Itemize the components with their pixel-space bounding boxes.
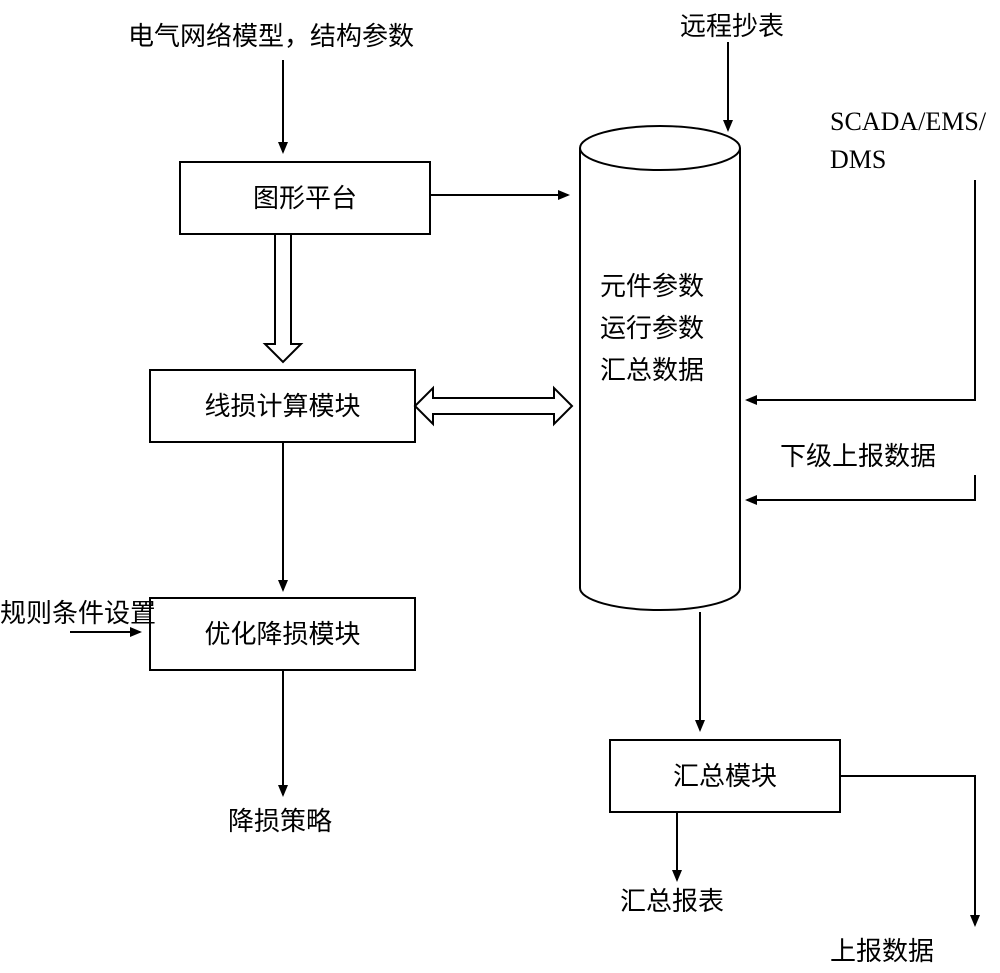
label-scada1: SCADA/EMS/	[830, 107, 987, 136]
arrow-solid-7	[747, 475, 975, 500]
graphics_platform-label: 图形平台	[253, 184, 357, 213]
label-rule_set: 规则条件设置	[0, 599, 156, 628]
arrow-open-1	[415, 388, 572, 424]
arrow-right-branch	[840, 776, 975, 925]
label-remote_meter: 远程抄表	[680, 12, 784, 41]
label-summary_report: 汇总报表	[620, 887, 724, 916]
label-scada2: DMS	[830, 145, 886, 174]
label-lower_report: 下级上报数据	[780, 442, 936, 471]
arrow-open-0	[265, 234, 301, 362]
optimize_module-label: 优化降损模块	[204, 620, 360, 649]
line_loss_calc-label: 线损计算模块	[204, 392, 360, 421]
label-report_data: 上报数据	[830, 937, 934, 966]
summary_module-label: 汇总模块	[673, 762, 777, 791]
database-top	[580, 126, 740, 170]
label-reduce_policy: 降损策略	[228, 807, 332, 836]
label-top_left: 电气网络模型，结构参数	[128, 22, 414, 51]
arrow-solid-6	[747, 180, 975, 400]
flowchart-canvas: 图形平台线损计算模块优化降损模块汇总模块 元件参数运行参数汇总数据 电气网络模型，结…	[0, 0, 1000, 973]
database-label-1: 运行参数	[600, 314, 704, 343]
database-label-0: 元件参数	[600, 272, 704, 301]
database-label-2: 汇总数据	[600, 356, 704, 385]
